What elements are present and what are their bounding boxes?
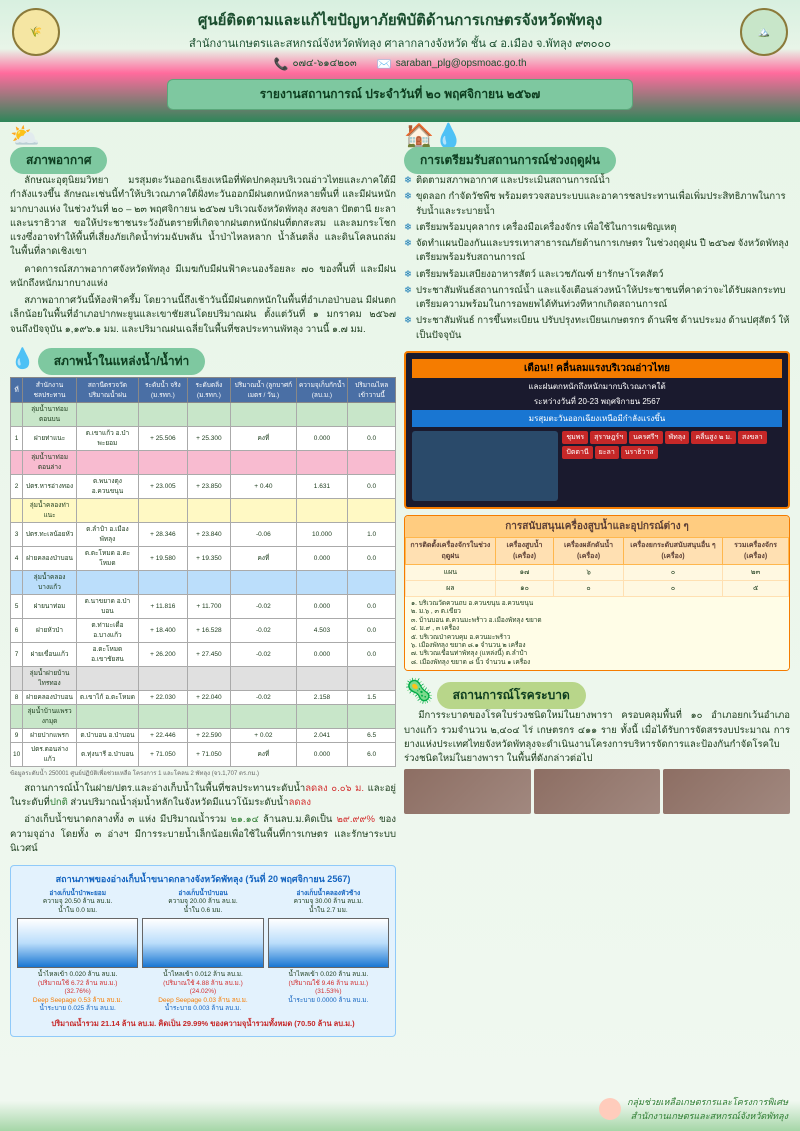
pump-header: การสนับสนุนเครื่องสูบน้ำและอุปกรณ์ต่าง ๆ (405, 516, 789, 537)
disease-images (404, 769, 790, 814)
water-icon: 💧 (10, 348, 35, 370)
warning-map (412, 431, 558, 501)
water-summary1: สถานการณ์น้ำในฝาย/ปตร.และอ่างเก็บน้ำในพื… (10, 782, 396, 811)
weather-header: สภาพอากาศ (10, 147, 107, 174)
footer-line2: สำนักงานเกษตรและสหกรณ์จังหวัดพัทลุง (627, 1109, 788, 1123)
disease-img-1 (404, 769, 531, 814)
header-subtitle: สำนักงานเกษตรและสหกรณ์จังหวัดพัทลุง ศาลา… (70, 34, 730, 52)
email-address: saraban_plg@opsmoac.go.th (396, 58, 527, 69)
email-contact: ✉️ saraban_plg@opsmoac.go.th (377, 56, 527, 71)
warning-sub2: ระหว่างวันที่ 20-23 พฤศจิกายน 2567 (412, 395, 782, 408)
pump-section: การสนับสนุนเครื่องสูบน้ำและอุปกรณ์ต่าง ๆ… (404, 515, 790, 672)
pump-table: การติดตั้งเครื่องจักรในช่วงฤดูฝนเครื่องส… (405, 537, 789, 597)
warning-panel: เตือน!! คลื่นลมแรงบริเวณอ่าวไทย และฝนตกห… (404, 351, 790, 509)
footer-line1: กลุ่มช่วยเหลือเกษตรกรและโครงการพิเศษ (627, 1095, 788, 1109)
pump-notes: ๑. บริเวณวัดควนถบ อ.ควนขนุน อ.ควนขนุน๒. … (405, 597, 789, 671)
phone-icon: 📞 (273, 57, 288, 71)
table-footnote: ข้อมูลระดับน้ำ 250001 ศูนย์ปฏิบัติเพื่อช… (10, 768, 396, 778)
left-column: ⛅ สภาพอากาศ ลักษณะอุตุนิยมวิทยา มรสุมตะว… (10, 122, 396, 1037)
warning-sub1: และฝนตกหนักถึงหนักมากบริเวณภาคใต้ (412, 380, 782, 393)
date-banner: รายงานสถานการณ์ ประจำวันที่ ๒๐ พฤศจิกายน… (167, 79, 633, 110)
logo-left: 🌾 (12, 8, 60, 56)
prep-list: ❄ติดตามสภาพอากาศ และประเมินสถานการณ์น้ำ❄… (404, 174, 790, 343)
warning-title: เตือน!! คลื่นลมแรงบริเวณอ่าวไทย (412, 359, 782, 378)
prep-header: การเตรียมรับสถานการณ์ช่วงฤดูฝน (404, 147, 616, 174)
weather-p2: คาดการณ์สภาพอากาศจังหวัดพัทลุง มีเมฆกับม… (10, 263, 396, 292)
warning-sub3: มรสุมตะวันออกเฉียงเหนือมีกำลังแรงขึ้น (412, 410, 782, 427)
reservoir-chart: สถานภาพของอ่างเก็บน้ำขนาดกลางจังหวัดพัทล… (10, 865, 396, 1037)
mail-icon: ✉️ (377, 57, 392, 71)
disease-icon: 🦠 (404, 678, 434, 705)
water-table: ที่สำนักงานชลประทานสถานีตรวจวัดปริมาณน้ำ… (10, 377, 396, 767)
reservoir-chart-title: สถานภาพของอ่างเก็บน้ำขนาดกลางจังหวัดพัทล… (17, 872, 389, 886)
right-column: 🏠💧 การเตรียมรับสถานการณ์ช่วงฤดูฝน ❄ติดตา… (404, 122, 790, 1037)
disease-text: มีการระบาดของโรคใบร่วงชนิดใหม่ในยางพารา … (404, 709, 790, 766)
logo-right: 🏔️ (740, 8, 788, 56)
weather-p1: ลักษณะอุตุนิยมวิทยา มรสุมตะวันออกเฉียงเห… (10, 174, 396, 260)
disease-header: สถานการณ์โรคระบาด (437, 682, 586, 709)
header-title: ศูนย์ติดตามและแก้ไขปัญหาภัยพิบัติด้านการ… (70, 8, 730, 32)
page-header: 🌾 ศูนย์ติดตามและแก้ไขปัญหาภัยพิบัติด้านก… (0, 0, 800, 122)
disease-img-2 (534, 769, 661, 814)
warning-tags: ชุมพรสุราษฎร์ฯนครศรีฯพัทลุงคลื่นสูง ๒ ม.… (562, 431, 782, 501)
weather-p3: สภาพอากาศวันนี้ท้องฟ้าครึ้ม โดยวานนี้ถึง… (10, 294, 396, 337)
reservoir-footer: ปริมาณน้ำรวม 21.14 ล้าน ลบ.ม. คิดเป็น 29… (17, 1018, 389, 1030)
disease-img-3 (663, 769, 790, 814)
phone-number: ๐๗๔-๖๑๔๒๐๓ (292, 56, 356, 71)
water-summary2: อ่างเก็บน้ำขนาดกลางทั้ง ๓ แห่ง มีปริมาณน… (10, 813, 396, 856)
footer-avatar-icon (599, 1098, 621, 1120)
phone-contact: 📞 ๐๗๔-๖๑๔๒๐๓ (273, 56, 356, 71)
water-header: สภาพน้ำในแหล่งน้ำ/น้ำท่า (38, 348, 206, 375)
footer-note: กลุ่มช่วยเหลือเกษตรกรและโครงการพิเศษ สำน… (599, 1095, 788, 1123)
